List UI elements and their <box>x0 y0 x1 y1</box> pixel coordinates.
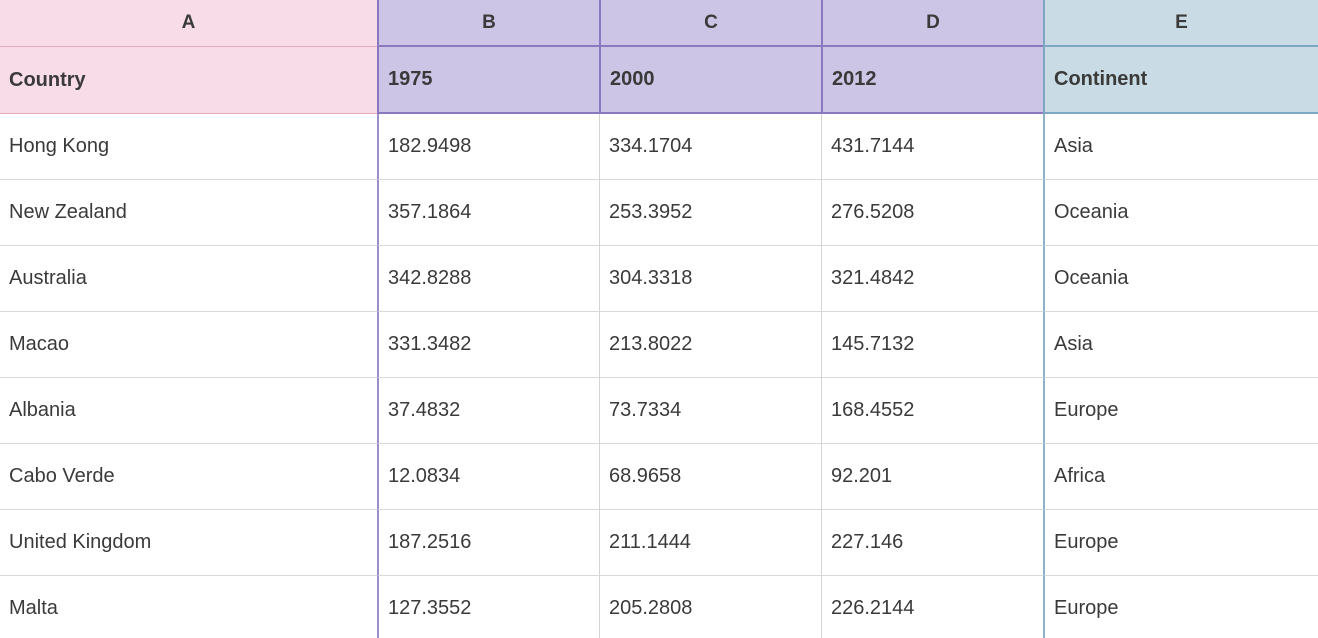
cell-c2[interactable]: 334.1704 <box>599 114 821 180</box>
cell-b4[interactable]: 342.8288 <box>377 246 599 312</box>
cell-a3[interactable]: New Zealand <box>0 180 377 246</box>
cell-d2[interactable]: 431.7144 <box>821 114 1043 180</box>
column-header-c[interactable]: C <box>599 0 821 47</box>
cell-e3[interactable]: Oceania <box>1043 180 1318 246</box>
cell-b7[interactable]: 12.0834 <box>377 444 599 510</box>
cell-b6[interactable]: 37.4832 <box>377 378 599 444</box>
cell-d7[interactable]: 92.201 <box>821 444 1043 510</box>
cell-b3[interactable]: 357.1864 <box>377 180 599 246</box>
cell-e2[interactable]: Asia <box>1043 114 1318 180</box>
header-cell-2000[interactable]: 2000 <box>599 47 821 114</box>
cell-b5[interactable]: 331.3482 <box>377 312 599 378</box>
cell-c9[interactable]: 205.2808 <box>599 576 821 638</box>
cell-b2[interactable]: 182.9498 <box>377 114 599 180</box>
cell-c7[interactable]: 68.9658 <box>599 444 821 510</box>
cell-a9[interactable]: Malta <box>0 576 377 638</box>
cell-e7[interactable]: Africa <box>1043 444 1318 510</box>
cell-e4[interactable]: Oceania <box>1043 246 1318 312</box>
cell-a4[interactable]: Australia <box>0 246 377 312</box>
cell-c5[interactable]: 213.8022 <box>599 312 821 378</box>
cell-e5[interactable]: Asia <box>1043 312 1318 378</box>
cell-d9[interactable]: 226.2144 <box>821 576 1043 638</box>
cell-d3[interactable]: 276.5208 <box>821 180 1043 246</box>
column-header-e[interactable]: E <box>1043 0 1318 47</box>
column-header-a[interactable]: A <box>0 0 377 47</box>
header-cell-2012[interactable]: 2012 <box>821 47 1043 114</box>
cell-e8[interactable]: Europe <box>1043 510 1318 576</box>
cell-d6[interactable]: 168.4552 <box>821 378 1043 444</box>
cell-e6[interactable]: Europe <box>1043 378 1318 444</box>
cell-c8[interactable]: 211.1444 <box>599 510 821 576</box>
cell-a5[interactable]: Macao <box>0 312 377 378</box>
cell-b8[interactable]: 187.2516 <box>377 510 599 576</box>
cell-c4[interactable]: 304.3318 <box>599 246 821 312</box>
header-cell-country[interactable]: Country <box>0 47 377 114</box>
column-header-b[interactable]: B <box>377 0 599 47</box>
header-cell-continent[interactable]: Continent <box>1043 47 1318 114</box>
cell-d4[interactable]: 321.4842 <box>821 246 1043 312</box>
cell-a6[interactable]: Albania <box>0 378 377 444</box>
cell-a8[interactable]: United Kingdom <box>0 510 377 576</box>
cell-c6[interactable]: 73.7334 <box>599 378 821 444</box>
cell-d5[interactable]: 145.7132 <box>821 312 1043 378</box>
cell-c3[interactable]: 253.3952 <box>599 180 821 246</box>
cell-b9[interactable]: 127.3552 <box>377 576 599 638</box>
column-header-d[interactable]: D <box>821 0 1043 47</box>
header-cell-1975[interactable]: 1975 <box>377 47 599 114</box>
cell-a2[interactable]: Hong Kong <box>0 114 377 180</box>
cell-d8[interactable]: 227.146 <box>821 510 1043 576</box>
cell-a7[interactable]: Cabo Verde <box>0 444 377 510</box>
cell-e9[interactable]: Europe <box>1043 576 1318 638</box>
